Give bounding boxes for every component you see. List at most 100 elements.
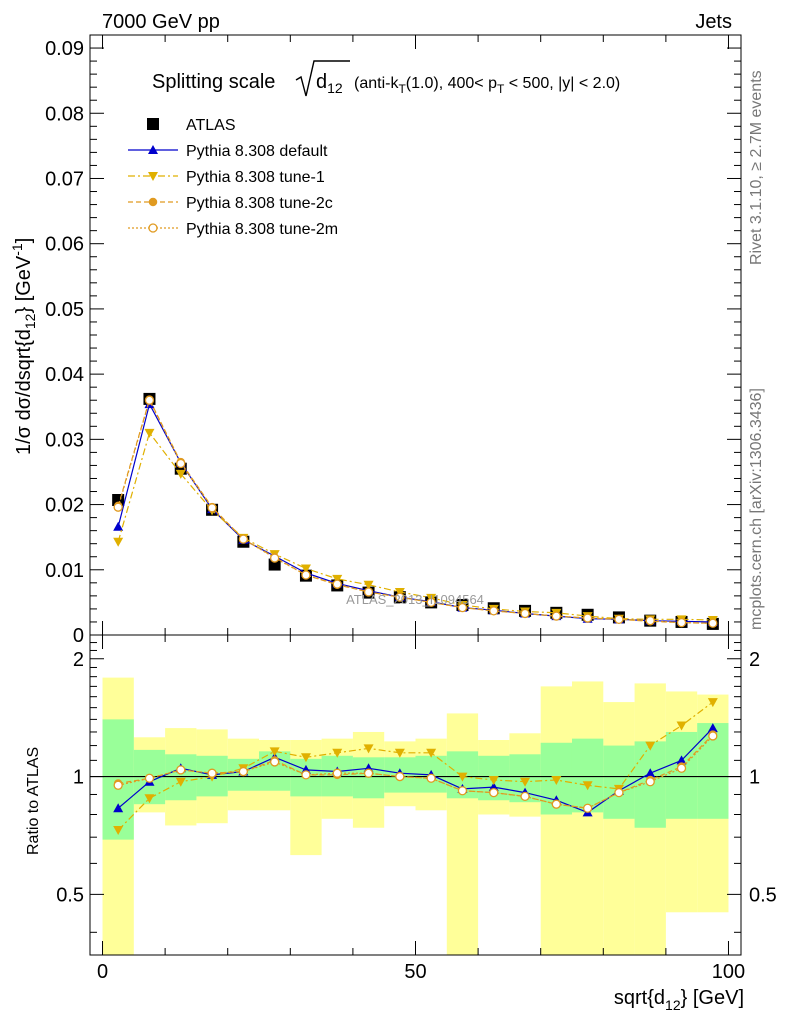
- legend-label-tune2m: Pythia 8.308 tune-2m: [186, 221, 338, 238]
- series-point-3: [582, 613, 593, 623]
- ratio-point-3: [645, 777, 655, 787]
- series-point-1: [144, 428, 155, 438]
- svg-text:d12: d12: [316, 71, 343, 96]
- ratio-panel: 0.5 0.5 1 1 2 2 0 50 100: [56, 634, 777, 983]
- legend-marker-0: [148, 145, 158, 154]
- y-tick-label: 0.04: [45, 364, 84, 386]
- ratio-point-3: [676, 763, 687, 773]
- ratio-tick-label-right: 2: [749, 649, 760, 671]
- title-root: d: [316, 71, 327, 93]
- header-right: Jets: [695, 11, 732, 33]
- legend-label-tune2c: Pythia 8.308 tune-2c: [186, 195, 333, 212]
- ratio-point-3: [426, 773, 436, 783]
- ratio-point-3: [551, 799, 561, 809]
- ratio-point-3: [270, 757, 280, 767]
- series-point-3: [614, 614, 624, 624]
- legend-label-tune1: Pythia 8.308 tune-1: [186, 169, 325, 186]
- series-line-3: [117, 398, 713, 624]
- y-tick-label: 0.01: [45, 560, 84, 582]
- ratio-point-1: [300, 753, 311, 763]
- ratio-point-3: [489, 787, 499, 798]
- band-green: [165, 754, 197, 801]
- ratio-point-3: [582, 803, 593, 813]
- x-tick-label: 50: [404, 961, 426, 983]
- ratio-tick-label-right: 1: [749, 767, 760, 789]
- ratio-point-3: [363, 768, 374, 778]
- series-point-1: [332, 574, 343, 584]
- y-tick-label: 0.06: [45, 234, 84, 256]
- title-detail-2: (1.0), 400< p: [406, 75, 497, 92]
- ratio-line-3: [118, 735, 714, 809]
- series-point-1: [363, 580, 374, 590]
- band-yellow: [446, 713, 479, 955]
- ratio-point-3: [113, 780, 123, 790]
- series-point-3: [676, 617, 687, 628]
- band-yellow: [603, 702, 635, 955]
- title-detail-sub2: T: [497, 82, 505, 96]
- ratio-point-3: [520, 791, 530, 802]
- series-point-3: [520, 608, 530, 619]
- ratio-point-1: [394, 748, 405, 758]
- ratio-point-3: [238, 766, 249, 777]
- sqrt-sign: [295, 60, 350, 97]
- band-green: [665, 731, 698, 819]
- band-yellow: [571, 681, 604, 955]
- ratio-point-1: [144, 794, 155, 804]
- series-point-3: [332, 579, 342, 589]
- y-tick-label: 0: [73, 625, 84, 647]
- ratio-point-3: [301, 770, 311, 780]
- band-yellow: [540, 686, 572, 955]
- series-point-3: [207, 503, 217, 513]
- legend-label-atlas: ATLAS: [186, 117, 236, 134]
- ratio-line-1: [117, 701, 714, 831]
- series-point-1: [300, 564, 311, 574]
- series-line-1: [117, 431, 713, 621]
- ratio-ticks: 0.5 0.5 1 1 2 2 0 50 100: [56, 635, 777, 983]
- ratio-point-3: [395, 771, 405, 782]
- ratio-point-1: [113, 826, 124, 836]
- ratio-point-1: [363, 744, 374, 754]
- band-green: [603, 745, 635, 819]
- header-left: 7000 GeV pp: [102, 11, 220, 33]
- ratio-y-axis-label: Ratio to ATLAS: [25, 747, 42, 855]
- mcplots-label: mcplots.cern.ch [arXiv:1306.3436]: [748, 388, 765, 630]
- y-tick-label: 0.03: [45, 429, 84, 451]
- x-axis-label: sqrt{d12} [GeV]: [614, 987, 744, 1013]
- ratio-tick-label: 1: [73, 767, 84, 789]
- title-main: Splitting scale: [152, 71, 275, 93]
- svg-text:Splitting scale: Splitting scale: [152, 71, 275, 93]
- rivet-label: Rivet 3.1.10, ≥ 2.7M events: [748, 70, 765, 265]
- ratio-point-3: [332, 768, 342, 778]
- title-detail: (anti-k: [354, 75, 399, 92]
- ratio-point-0: [707, 723, 718, 733]
- legend-label-default: Pythia 8.308 default: [186, 143, 328, 160]
- series-point-3: [426, 597, 436, 608]
- ratio-point-1: [582, 781, 593, 791]
- series-point-3: [551, 611, 561, 621]
- ratio-point-3: [144, 773, 155, 783]
- ratio-point-1: [426, 748, 437, 758]
- legend-marker-atlas: [147, 118, 159, 130]
- series-point-3: [144, 395, 155, 405]
- ratio-point-1: [488, 775, 499, 785]
- ratio-line-0: [117, 727, 714, 814]
- series-point-1: [175, 469, 186, 479]
- watermark: ATLAS_2013_I1094564: [346, 592, 484, 607]
- series-point-3: [176, 458, 186, 469]
- ratio-point-0: [676, 755, 687, 765]
- y-axis-label: 1/σ dσ/dsqrt{d12} [GeV-1]: [9, 238, 38, 455]
- legend: ATLAS Pythia 8.308 default Pythia 8.308 …: [128, 117, 338, 238]
- series-point-3: [363, 587, 374, 597]
- ratio-marks: [113, 698, 718, 836]
- legend-marker-3: [148, 223, 158, 233]
- series-point-3: [489, 606, 499, 616]
- series-point-3: [395, 592, 405, 602]
- ratio-point-1: [707, 698, 718, 708]
- series-point-3: [457, 602, 468, 613]
- series-point-3: [270, 553, 280, 563]
- title-detail-3: < 500, |y| < 2.0): [504, 75, 620, 92]
- chart-title: Splitting scale d12 (anti-k T(1.0), 400< …: [152, 60, 620, 97]
- series-point-3: [238, 534, 249, 544]
- series-point-0: [113, 521, 124, 531]
